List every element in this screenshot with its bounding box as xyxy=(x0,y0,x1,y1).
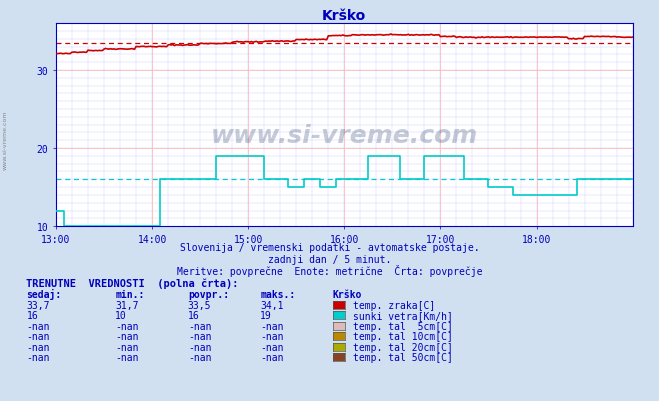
Text: temp. zraka[C]: temp. zraka[C] xyxy=(353,300,435,310)
Text: temp. tal  5cm[C]: temp. tal 5cm[C] xyxy=(353,321,453,331)
Text: www.si-vreme.com: www.si-vreme.com xyxy=(211,124,478,148)
Text: povpr.:: povpr.: xyxy=(188,290,229,300)
Text: 33,7: 33,7 xyxy=(26,300,50,310)
Text: 33,5: 33,5 xyxy=(188,300,212,310)
Text: Slovenija / vremenski podatki - avtomatske postaje.: Slovenija / vremenski podatki - avtomats… xyxy=(180,243,479,253)
Text: temp. tal 50cm[C]: temp. tal 50cm[C] xyxy=(353,352,453,362)
Text: -nan: -nan xyxy=(188,331,212,341)
Text: -nan: -nan xyxy=(260,352,284,362)
Text: 16: 16 xyxy=(188,310,200,320)
Text: -nan: -nan xyxy=(26,321,50,331)
Text: TRENUTNE  VREDNOSTI  (polna črta):: TRENUTNE VREDNOSTI (polna črta): xyxy=(26,278,239,289)
Text: -nan: -nan xyxy=(26,331,50,341)
Text: sedaj:: sedaj: xyxy=(26,289,61,300)
Title: Krško: Krško xyxy=(322,9,366,23)
Text: -nan: -nan xyxy=(115,342,139,352)
Text: 16: 16 xyxy=(26,310,38,320)
Text: -nan: -nan xyxy=(260,321,284,331)
Text: Krško: Krško xyxy=(333,290,362,300)
Text: -nan: -nan xyxy=(188,321,212,331)
Text: Meritve: povprečne  Enote: metrične  Črta: povprečje: Meritve: povprečne Enote: metrične Črta:… xyxy=(177,265,482,277)
Text: -nan: -nan xyxy=(188,352,212,362)
Text: sunki vetra[Km/h]: sunki vetra[Km/h] xyxy=(353,310,453,320)
Text: 34,1: 34,1 xyxy=(260,300,284,310)
Text: -nan: -nan xyxy=(260,342,284,352)
Text: temp. tal 10cm[C]: temp. tal 10cm[C] xyxy=(353,331,453,341)
Text: -nan: -nan xyxy=(115,352,139,362)
Text: temp. tal 20cm[C]: temp. tal 20cm[C] xyxy=(353,342,453,352)
Text: -nan: -nan xyxy=(115,331,139,341)
Text: zadnji dan / 5 minut.: zadnji dan / 5 minut. xyxy=(268,255,391,265)
Text: -nan: -nan xyxy=(115,321,139,331)
Text: maks.:: maks.: xyxy=(260,290,295,300)
Text: -nan: -nan xyxy=(26,352,50,362)
Text: 31,7: 31,7 xyxy=(115,300,139,310)
Text: 10: 10 xyxy=(115,310,127,320)
Text: -nan: -nan xyxy=(188,342,212,352)
Text: www.si-vreme.com: www.si-vreme.com xyxy=(3,111,8,170)
Text: -nan: -nan xyxy=(26,342,50,352)
Text: -nan: -nan xyxy=(260,331,284,341)
Text: 19: 19 xyxy=(260,310,272,320)
Text: min.:: min.: xyxy=(115,290,145,300)
